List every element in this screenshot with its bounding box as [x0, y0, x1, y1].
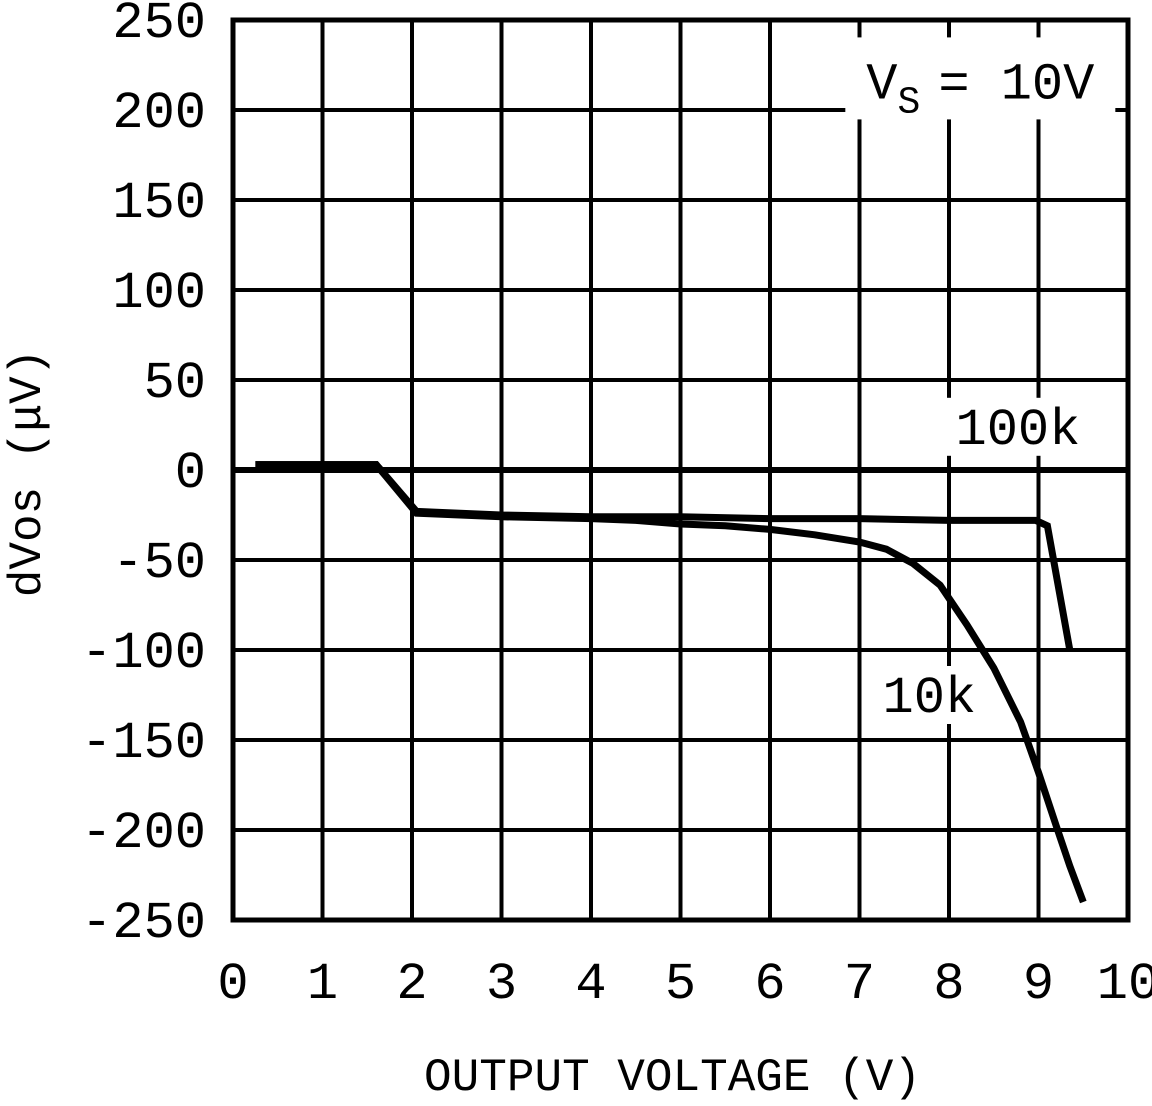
x-tick-label: 2 [396, 955, 427, 1014]
curves-group [255, 461, 1087, 904]
y-tick-label: 100 [112, 264, 206, 323]
y-tick-label: -200 [81, 804, 206, 863]
annotation-subscript: S [898, 81, 921, 124]
y-tick-label: -150 [81, 714, 206, 773]
x-tick-label: 10 [1097, 955, 1152, 1014]
curve-labels-group: 100k 10k [872, 397, 1091, 728]
x-tick-label: 3 [486, 955, 517, 1014]
x-tick-label: 9 [1023, 955, 1054, 1014]
y-tick-label: 150 [112, 174, 206, 233]
y-axis-title: dVos (μV) [2, 349, 54, 597]
x-tick-label: 7 [844, 955, 875, 1014]
y-tick-labels-group: 250 200 150 100 50 0 -50 -100 -150 -200 -250 [81, 0, 206, 953]
y-tick-label: 50 [144, 354, 206, 413]
x-axis-title: OUTPUT VOLTAGE (V) [424, 1052, 921, 1101]
annotation-value: = 10V [938, 55, 1094, 114]
curve-label-background-100k [944, 397, 1091, 456]
annotation-background [845, 37, 1116, 120]
annotation-symbol: V [866, 55, 897, 114]
curve-label-10k: 10k [882, 669, 976, 728]
x-tick-label: 1 [307, 955, 338, 1014]
y-tick-label: -100 [81, 624, 206, 683]
x-tick-label: 4 [575, 955, 606, 1014]
x-tick-label: 0 [217, 955, 248, 1014]
x-tick-label: 5 [665, 955, 696, 1014]
y-tick-label: 0 [175, 444, 206, 503]
y-tick-label: 200 [112, 84, 206, 143]
annotation-group: VS = 10V [845, 37, 1116, 124]
y-tick-label: -50 [112, 534, 206, 593]
supply-voltage-annotation: VS = 10V [866, 55, 1094, 124]
y-tick-label: 250 [112, 0, 206, 53]
y-tick-label: -250 [81, 894, 206, 953]
x-tick-label: 8 [933, 955, 964, 1014]
curve-label-background-10k [872, 666, 987, 724]
x-tick-labels-group: 0 1 2 3 4 5 6 7 8 9 10 [217, 955, 1152, 1014]
curve-10k [255, 461, 1087, 904]
plot-frame [230, 17, 1131, 923]
curve-label-100k: 100k [956, 401, 1081, 460]
x-tick-label: 6 [754, 955, 785, 1014]
